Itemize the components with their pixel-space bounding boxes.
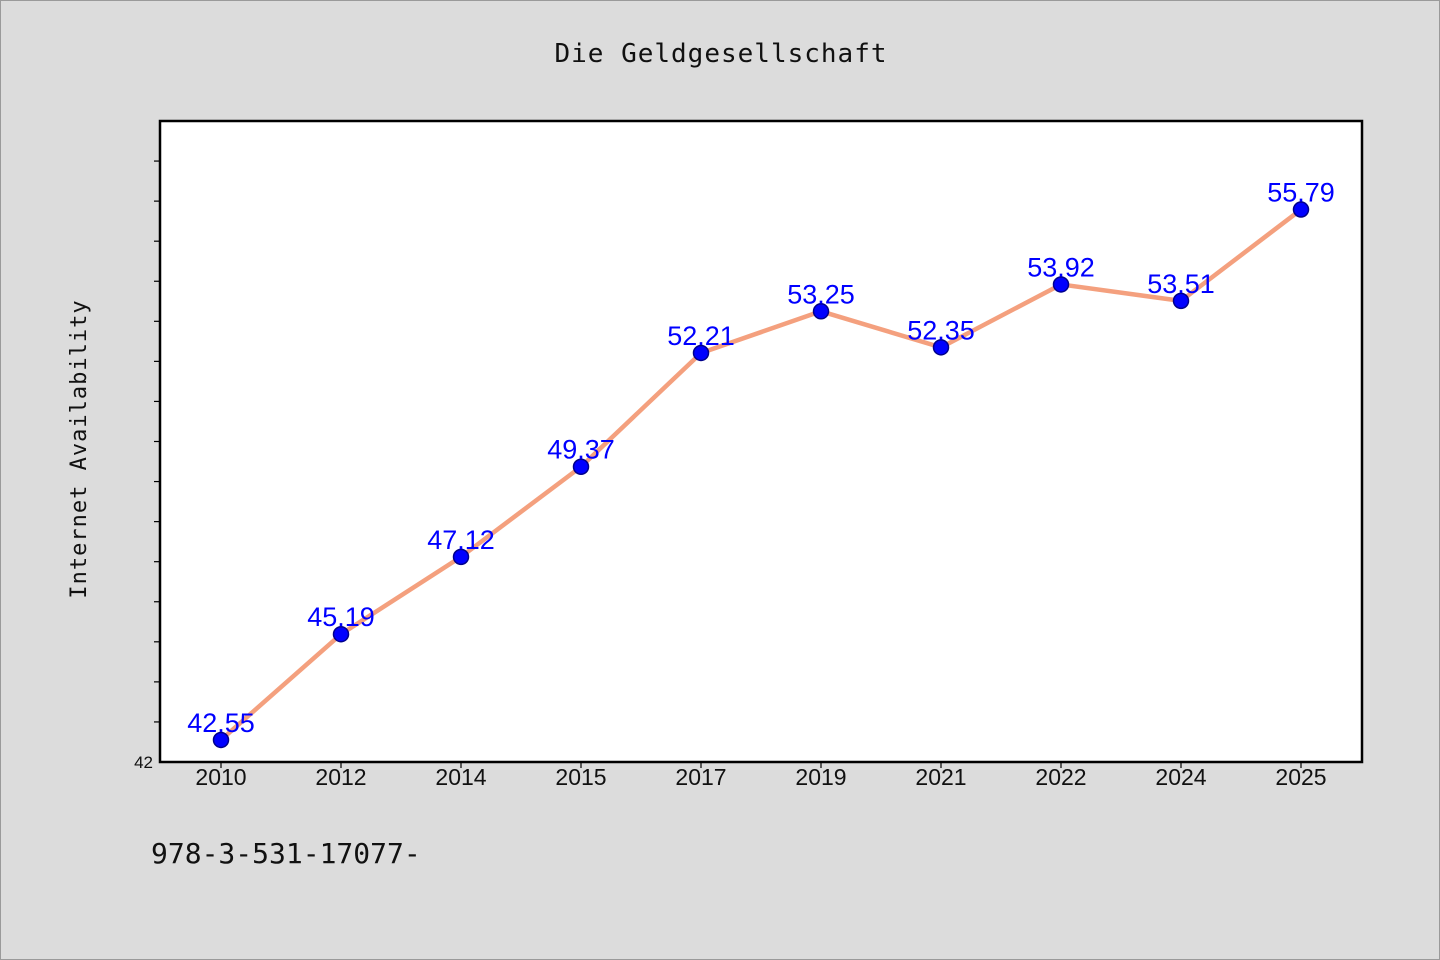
x-tick-label: 2025 — [1275, 764, 1326, 790]
data-label: 42.55 — [187, 708, 255, 738]
x-tick-label: 2017 — [675, 764, 726, 790]
data-label: 52.21 — [667, 321, 735, 351]
data-point — [1292, 201, 1310, 218]
x-tick-label: 2024 — [1155, 764, 1206, 790]
data-point — [1052, 276, 1070, 293]
data-point — [572, 458, 590, 475]
data-point — [332, 625, 350, 643]
data-markers — [212, 201, 1310, 749]
x-tick-label: 2010 — [195, 764, 246, 790]
y-axis-ticks: 42 — [134, 160, 161, 772]
data-label: 47.12 — [427, 525, 495, 555]
x-tick-label: 2012 — [315, 764, 366, 790]
chart-title: Die Geldgesellschaft — [554, 39, 887, 69]
plot-frame — [158, 119, 1364, 764]
plot-area — [160, 121, 1362, 762]
x-tick-label: 2015 — [555, 764, 606, 790]
series-lines — [218, 207, 1304, 743]
footer-text: 978-3-531-17077- — [151, 837, 421, 870]
y-tick-label: 42 — [134, 753, 153, 772]
data-label: 53.92 — [1027, 252, 1095, 282]
x-tick-label: 2022 — [1035, 764, 1086, 790]
x-tick-label: 2021 — [915, 764, 966, 790]
x-tick-label: 2014 — [435, 764, 486, 790]
data-label: 52.35 — [907, 315, 975, 345]
value-labels: 42.55 45.19 47.12 49.37 52.21 53.25 52.35 53.92… — [187, 178, 1335, 738]
data-point — [812, 303, 830, 320]
data-point — [452, 548, 470, 566]
y-axis-label: Internet Availability — [67, 299, 92, 598]
data-label: 53.25 — [787, 279, 855, 309]
data-point — [212, 731, 230, 749]
data-label: 55.79 — [1267, 178, 1335, 208]
data-point — [932, 339, 950, 356]
x-axis-ticks: 2010 2012 2014 2015 2017 2019 2021 2022 2024 2025 — [195, 762, 1327, 790]
data-label: 53.51 — [1147, 269, 1215, 299]
series-line — [218, 207, 1304, 743]
data-point — [692, 344, 710, 362]
data-point — [1172, 292, 1190, 310]
x-tick-label: 2019 — [795, 764, 846, 790]
data-label: 49.37 — [547, 435, 615, 465]
data-label: 45.19 — [307, 602, 375, 632]
